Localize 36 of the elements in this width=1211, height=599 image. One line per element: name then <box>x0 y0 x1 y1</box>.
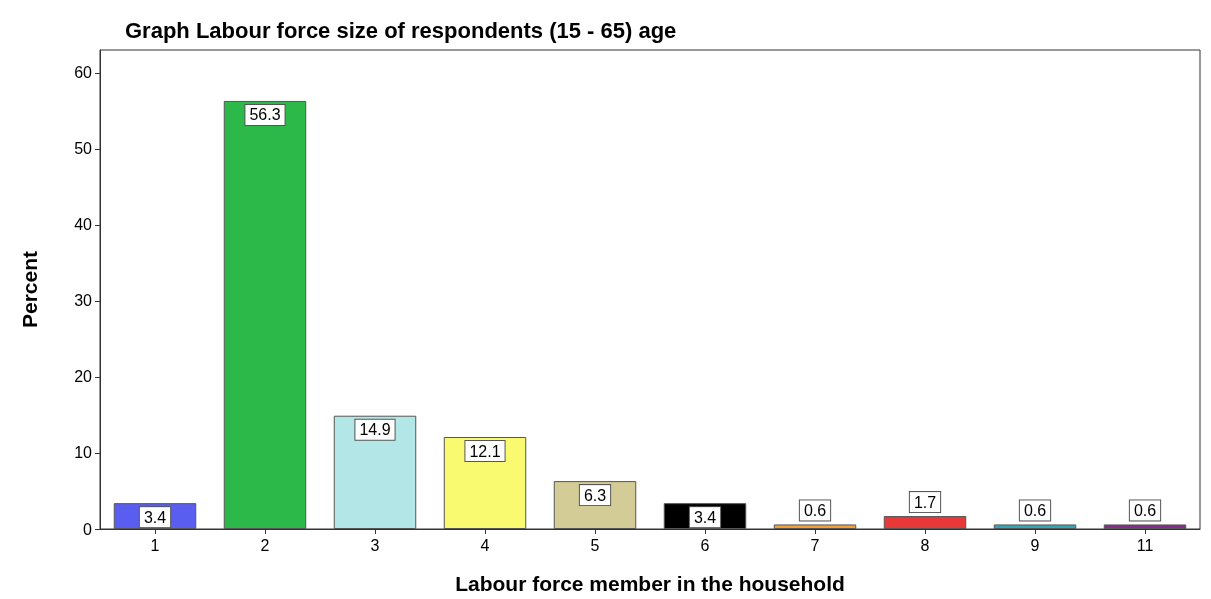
data-label: 1.7 <box>913 493 937 511</box>
x-tick-label: 3 <box>370 536 380 554</box>
data-label: 0.6 <box>1133 501 1157 519</box>
y-tick-label: 20 <box>74 368 93 386</box>
x-tick-label: 4 <box>480 536 490 554</box>
x-tick-label: 1 <box>150 536 160 554</box>
bar <box>993 524 1077 529</box>
data-label: 56.3 <box>249 106 281 124</box>
data-label: 3.4 <box>143 508 167 526</box>
bar <box>883 516 967 529</box>
data-label: 0.6 <box>1023 501 1047 519</box>
bar <box>333 415 417 529</box>
y-tick-label: 40 <box>74 216 93 234</box>
x-tick-label: 6 <box>700 536 710 554</box>
y-axis-title: Percent <box>18 250 41 329</box>
y-tick-label: 0 <box>83 520 93 538</box>
bar <box>223 100 307 529</box>
x-axis-title: Labour force member in the household <box>455 572 845 595</box>
x-tick-label: 8 <box>920 536 930 554</box>
x-tick-label: 11 <box>1136 536 1154 554</box>
bar <box>1103 524 1187 529</box>
x-tick-label: 5 <box>590 536 600 554</box>
x-tick-label: 9 <box>1030 536 1040 554</box>
y-tick-label: 50 <box>74 140 93 158</box>
bar <box>773 524 857 529</box>
chart-title: Graph Labour force size of respondents (15 - 65) age <box>125 17 677 43</box>
data-label: 3.4 <box>693 508 717 526</box>
data-label: 6.3 <box>583 486 607 504</box>
data-label: 14.9 <box>359 421 391 439</box>
y-tick-label: 60 <box>74 64 93 82</box>
data-label: 0.6 <box>803 501 827 519</box>
x-tick-label: 7 <box>810 536 820 554</box>
y-tick-label: 10 <box>74 444 93 462</box>
y-tick-label: 30 <box>74 292 93 310</box>
x-tick-label: 2 <box>260 536 270 554</box>
data-label: 12.1 <box>469 442 501 460</box>
